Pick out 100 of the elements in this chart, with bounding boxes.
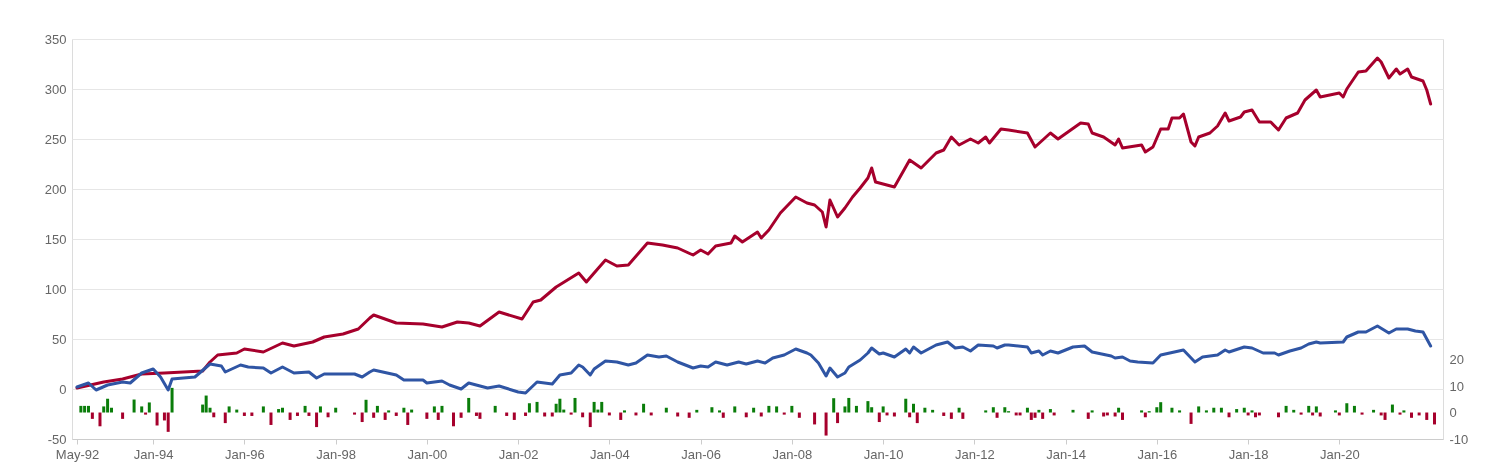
bar <box>1178 410 1182 413</box>
bar <box>432 406 436 413</box>
bar <box>364 399 368 413</box>
bar <box>1410 412 1414 418</box>
x-tick-label: Jan-08 <box>772 446 813 462</box>
bar <box>923 407 927 413</box>
bar <box>664 407 668 413</box>
y2-tick-label: -10 <box>1449 431 1469 447</box>
bar <box>535 401 539 413</box>
y-tick-label: 350 <box>44 31 67 47</box>
bar <box>440 405 444 413</box>
bar <box>695 409 699 413</box>
bar <box>957 407 961 413</box>
bar <box>984 410 988 413</box>
bar <box>1242 407 1246 413</box>
bar <box>1025 407 1029 413</box>
bar <box>1284 405 1288 413</box>
bar <box>318 406 322 413</box>
x-tick-label: Jan-04 <box>589 446 630 462</box>
bar <box>383 412 387 420</box>
bar <box>1003 407 1007 413</box>
bar <box>790 405 794 413</box>
bar <box>204 395 208 413</box>
bar <box>1307 405 1311 413</box>
bar <box>592 401 596 413</box>
bar <box>303 405 307 413</box>
x-tick-label: Jan-16 <box>1137 446 1178 462</box>
bar <box>1120 412 1124 420</box>
bar <box>797 412 801 418</box>
bar <box>733 406 737 413</box>
bar <box>451 412 455 427</box>
bar <box>832 398 836 413</box>
y-tick-label: 100 <box>44 281 67 297</box>
x-tick-label: Jan-98 <box>316 446 357 462</box>
bar <box>307 412 311 416</box>
bar <box>375 405 379 413</box>
bar <box>1140 410 1144 413</box>
bar <box>847 397 851 413</box>
bar <box>1189 412 1193 424</box>
bar <box>1117 407 1121 413</box>
y2-tick-label: 20 <box>1449 352 1464 368</box>
bar <box>474 412 478 416</box>
bar <box>425 412 429 419</box>
bar <box>250 412 254 416</box>
bar <box>1372 409 1376 413</box>
bar <box>170 387 174 413</box>
bar <box>588 412 592 428</box>
bar <box>813 412 817 425</box>
y-tick-label: 300 <box>44 81 67 97</box>
bar <box>1360 412 1364 415</box>
bar <box>144 412 148 415</box>
bar <box>1041 412 1045 419</box>
bar <box>467 397 471 413</box>
bar <box>106 398 110 413</box>
bar <box>1250 410 1254 413</box>
bar <box>1235 409 1239 413</box>
bar <box>410 409 414 413</box>
bar <box>836 412 840 424</box>
bar <box>155 412 159 426</box>
bar <box>1425 412 1429 420</box>
bar <box>1197 406 1201 413</box>
bar <box>1398 412 1402 415</box>
bar <box>1402 410 1406 413</box>
y-tick-label: 0 <box>59 381 67 397</box>
x-tick-label: Jan-96 <box>225 446 265 462</box>
bar <box>1029 412 1033 420</box>
bar <box>295 412 299 416</box>
x-tick-label: Jan-12 <box>954 446 995 462</box>
bar <box>524 412 528 416</box>
bar <box>991 407 995 413</box>
bar <box>394 412 398 416</box>
bar <box>478 412 482 419</box>
y-tick-label: 150 <box>44 231 67 247</box>
bar <box>1090 410 1094 413</box>
bar <box>1212 407 1216 413</box>
bar <box>223 412 227 424</box>
bar <box>269 412 273 425</box>
bar <box>1314 406 1318 413</box>
bar <box>121 412 125 419</box>
bar <box>854 405 858 413</box>
bar <box>877 412 881 423</box>
bar <box>505 412 509 416</box>
x-tick-label: Jan-00 <box>407 446 448 462</box>
bar <box>1299 412 1303 415</box>
bar <box>166 412 170 432</box>
line-series <box>75 324 1433 395</box>
bar <box>866 401 870 413</box>
x-tick-label: May-92 <box>55 446 100 462</box>
bar <box>931 409 935 413</box>
y-tick-label: 50 <box>52 331 67 347</box>
bar <box>881 406 885 413</box>
bar <box>372 412 376 418</box>
bar <box>242 412 246 416</box>
bar <box>619 412 623 420</box>
bar <box>1033 412 1037 418</box>
bar <box>1204 410 1208 413</box>
bar <box>1159 402 1163 413</box>
bar <box>1071 409 1075 413</box>
bar <box>915 412 919 424</box>
bar <box>334 407 338 413</box>
